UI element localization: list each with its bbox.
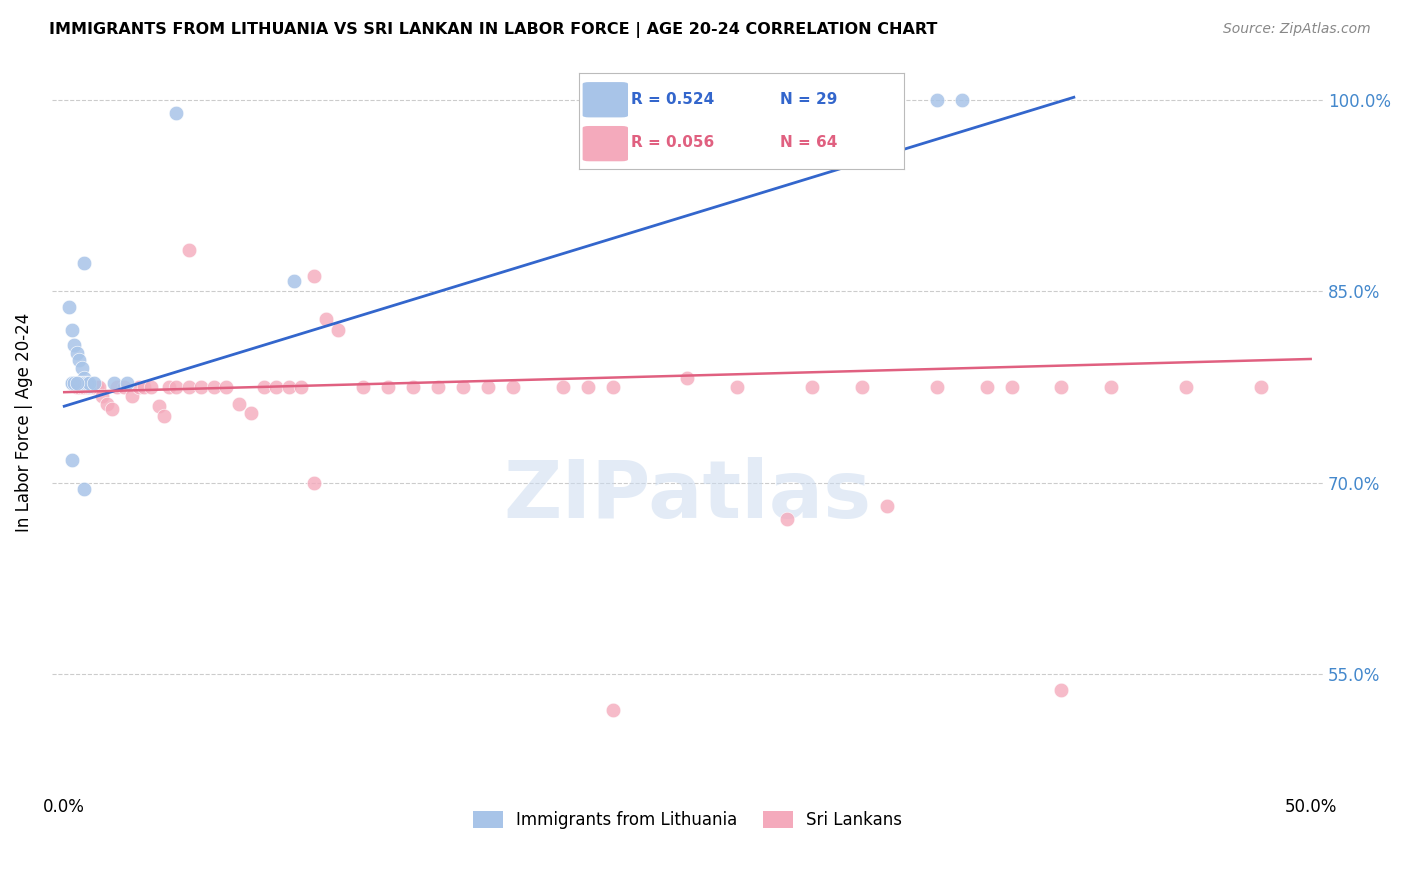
Point [70,380,93,394]
Text: Source: ZipAtlas.com: Source: ZipAtlas.com [1223,22,1371,37]
Point [177,380,200,394]
Point [240,406,263,420]
Point [90,389,112,403]
Point [1000,380,1022,394]
Point [76,380,98,394]
Point [73,256,96,270]
Legend: Immigrants from Lithuania, Sri Lankans: Immigrants from Lithuania, Sri Lankans [467,805,908,836]
Point [153,409,176,424]
Point [105,380,128,394]
Point [73,376,96,391]
Point [165,380,187,394]
Point [76,376,98,391]
Point [60,323,83,337]
Point [77,379,100,393]
Point [277,380,299,394]
Point [80,380,103,394]
Point [801,380,824,394]
Point [60,376,83,391]
Point [66,376,89,391]
Point [87,380,110,394]
Point [115,376,138,391]
Point [67,380,90,394]
Point [190,380,212,394]
Point [86,380,108,394]
Point [315,312,337,326]
Point [976,380,998,394]
Point [676,371,699,385]
Point [73,482,96,496]
Point [157,380,180,394]
Point [1099,380,1122,394]
Point [925,93,948,107]
Point [132,380,155,394]
Point [551,380,574,394]
Point [73,380,96,394]
Point [1175,380,1198,394]
Point [377,380,399,394]
Point [67,376,90,391]
Point [228,397,250,411]
Point [100,401,122,416]
Text: IMMIGRANTS FROM LITHUANIA VS SRI LANKAN IN LABOR FORCE | AGE 20-24 CORRELATION C: IMMIGRANTS FROM LITHUANIA VS SRI LANKAN … [49,22,938,38]
Point [202,380,225,394]
Point [83,376,105,391]
Point [602,703,624,717]
Point [77,376,100,391]
Point [1250,380,1272,394]
Point [73,371,96,385]
Point [576,380,599,394]
Point [128,380,150,394]
Point [451,380,474,394]
Point [876,499,898,513]
Point [477,380,499,394]
Point [77,380,100,394]
Point [70,360,93,375]
Point [112,380,135,394]
Point [302,268,325,283]
Point [602,380,624,394]
Point [328,323,350,337]
Text: ZIPatlas: ZIPatlas [503,457,872,534]
Point [63,338,86,352]
Point [63,376,86,391]
Point [76,376,98,391]
Point [121,389,143,403]
Point [66,376,89,391]
Point [402,380,425,394]
Point [177,244,200,258]
Point [141,380,163,394]
Point [502,380,524,394]
Point [925,380,948,394]
Point [725,380,748,394]
Point [352,380,374,394]
Point [264,380,287,394]
Point [60,376,83,391]
Point [70,376,93,391]
Point [83,380,105,394]
Point [290,380,312,394]
Point [165,105,187,120]
Point [148,399,170,413]
Point [950,93,973,107]
Point [776,511,799,525]
Point [1050,682,1073,697]
Point [66,380,89,394]
Point [96,397,118,411]
Point [283,274,305,288]
Point [851,380,873,394]
Y-axis label: In Labor Force | Age 20-24: In Labor Force | Age 20-24 [15,312,32,532]
Point [67,353,90,368]
Point [58,300,80,314]
Point [103,376,125,391]
Point [253,380,276,394]
Point [60,453,83,467]
Point [66,345,89,359]
Point [215,380,238,394]
Point [1050,380,1073,394]
Point [302,475,325,490]
Point [427,380,450,394]
